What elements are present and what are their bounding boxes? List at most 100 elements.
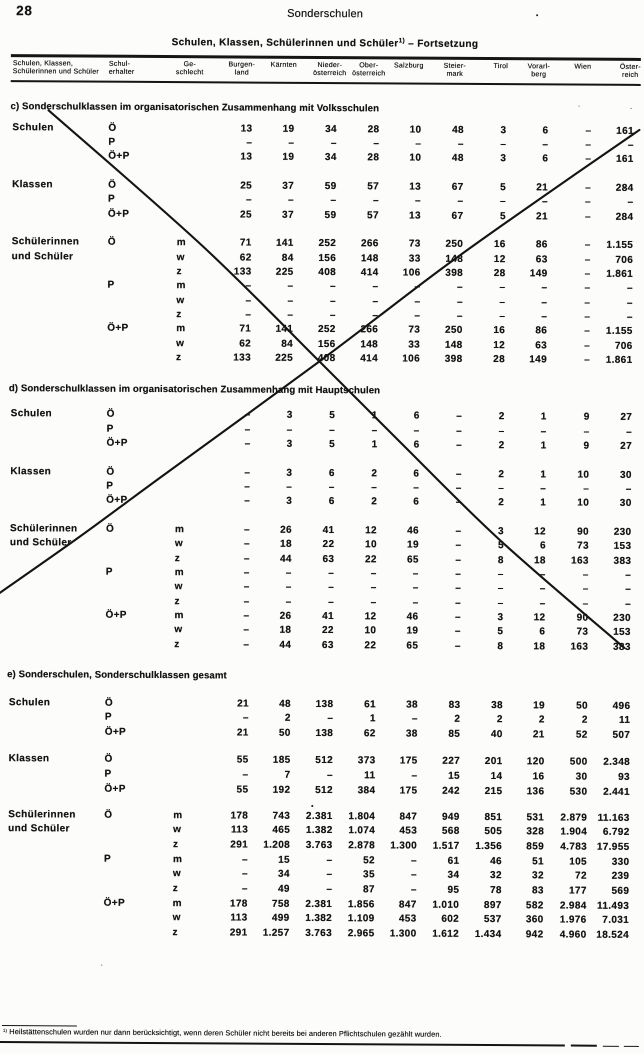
cell-value: 59 bbox=[324, 209, 337, 221]
cell-value: 2.879 bbox=[560, 812, 588, 824]
cell-value: 569 bbox=[611, 885, 630, 897]
cell-geschlecht: z bbox=[175, 351, 182, 363]
cell-value: 6 bbox=[539, 626, 546, 638]
cell-value: 67 bbox=[451, 181, 464, 193]
table-row: Ö+P 25 37 59 57 13 67 5 21 – 284 bbox=[2, 207, 644, 225]
cell-value: – bbox=[626, 426, 633, 438]
cell-value: 62 bbox=[239, 337, 252, 350]
cell-value: 2 bbox=[498, 411, 505, 423]
cell-value: 6 bbox=[542, 153, 549, 165]
cell-value: 30 bbox=[619, 469, 632, 481]
cell-value: – bbox=[244, 481, 251, 493]
cell-value: 22 bbox=[322, 625, 334, 637]
cell-value: 1.155 bbox=[606, 239, 634, 252]
cell-value: – bbox=[584, 239, 591, 251]
column-header-row-label: Schulen, Klassen, Schülerinnen und Schüle… bbox=[12, 60, 99, 76]
cell-value: 6 bbox=[539, 540, 546, 552]
cell-value: – bbox=[241, 883, 248, 895]
cell-value: 153 bbox=[613, 627, 631, 639]
cell-value: 30 bbox=[619, 498, 632, 510]
cell-value: 65 bbox=[406, 640, 419, 652]
cell-value: 242 bbox=[442, 785, 460, 797]
cell-value: 2 bbox=[284, 713, 291, 725]
cell-value: 1.804 bbox=[348, 810, 376, 823]
row-group-label: Schülerinnen bbox=[11, 236, 80, 248]
cell-value: 11 bbox=[364, 770, 376, 782]
cell-value: – bbox=[541, 296, 548, 308]
cell-value: 225 bbox=[275, 352, 294, 364]
cell-value: 252 bbox=[317, 324, 336, 336]
cell-erhalter: P bbox=[107, 193, 116, 205]
cell-value: 1.861 bbox=[605, 354, 633, 366]
cell-value: – bbox=[627, 139, 634, 151]
cell-value: 328 bbox=[526, 826, 545, 838]
cell-value: 71 bbox=[239, 323, 252, 335]
cell-value: – bbox=[455, 583, 462, 595]
row-group-label: und Schüler bbox=[11, 250, 74, 262]
cell-value: – bbox=[625, 584, 632, 596]
row-group-label: Schulen bbox=[8, 696, 51, 709]
row-group-label: Schulen bbox=[12, 121, 54, 133]
cell-value: 19 bbox=[406, 625, 419, 638]
cell-value: 758 bbox=[271, 898, 290, 910]
cell-value: – bbox=[326, 869, 333, 881]
cell-value: 230 bbox=[613, 612, 631, 624]
cell-value: 330 bbox=[611, 856, 630, 868]
cell-value: – bbox=[455, 540, 462, 552]
cell-value: – bbox=[540, 483, 547, 495]
cell-value: – bbox=[541, 282, 548, 294]
cell-value: 2 bbox=[498, 468, 505, 480]
cell-value: 284 bbox=[615, 211, 634, 223]
cell-value: 11 bbox=[619, 715, 631, 727]
cell-value: 10 bbox=[577, 497, 590, 510]
cell-value: – bbox=[373, 195, 380, 207]
cell-value: 28 bbox=[493, 353, 506, 365]
cell-value: – bbox=[243, 624, 250, 636]
cell-value: 148 bbox=[444, 339, 463, 351]
cell-value: 6 bbox=[413, 439, 420, 451]
cell-value: 1.109 bbox=[347, 913, 375, 925]
cell-value: 398 bbox=[445, 267, 464, 279]
cell-value: – bbox=[370, 568, 377, 580]
cell-geschlecht: m bbox=[176, 323, 186, 335]
cell-value: 537 bbox=[483, 914, 502, 926]
cell-value: 499 bbox=[271, 913, 290, 925]
cell-value: 50 bbox=[278, 727, 291, 739]
cell-value: 113 bbox=[230, 824, 249, 836]
cell-value: 252 bbox=[318, 238, 337, 250]
cell-value: 3 bbox=[286, 438, 293, 450]
cell-value: 106 bbox=[402, 353, 421, 365]
cell-value: 84 bbox=[281, 252, 294, 264]
cell-value: – bbox=[500, 196, 507, 208]
column-header-9: Öster-reich bbox=[619, 63, 641, 79]
cell-geschlecht: w bbox=[172, 912, 181, 924]
cell-value: 30 bbox=[575, 771, 588, 783]
column-header-6: Tirol bbox=[493, 63, 509, 71]
cell-value: 22 bbox=[364, 640, 377, 652]
cell-value: – bbox=[241, 868, 248, 880]
cell-value: 15 bbox=[448, 770, 461, 782]
section-heading: d) Sonderschulklassen im organisatorisch… bbox=[8, 382, 381, 396]
table-row: z – 44 63 22 65 – 8 18 163 383 bbox=[0, 637, 643, 655]
cell-value: 156 bbox=[317, 338, 336, 350]
cell-value: 408 bbox=[317, 352, 336, 364]
cell-value: 12 bbox=[534, 526, 547, 538]
cell-value: – bbox=[330, 195, 337, 207]
cell-value: 156 bbox=[318, 252, 337, 264]
cell-value: – bbox=[288, 195, 295, 207]
cell-value: – bbox=[245, 280, 252, 292]
column-header-geschlecht: Ge-schlecht bbox=[175, 61, 204, 77]
cell-value: – bbox=[625, 569, 632, 581]
running-title: Sonderschulen bbox=[287, 7, 364, 21]
cell-value: – bbox=[584, 282, 591, 294]
cell-value: 225 bbox=[275, 266, 294, 278]
cell-value: 44 bbox=[279, 553, 292, 565]
cell-value: 57 bbox=[367, 209, 379, 221]
cell-value: 67 bbox=[451, 210, 464, 222]
cell-value: 1.612 bbox=[432, 928, 460, 940]
cell-value: 1.976 bbox=[559, 914, 587, 926]
cell-value: 55 bbox=[236, 754, 249, 766]
cell-value: – bbox=[412, 568, 419, 580]
cell-erhalter: P bbox=[104, 712, 112, 724]
cell-value: 13 bbox=[240, 151, 253, 163]
